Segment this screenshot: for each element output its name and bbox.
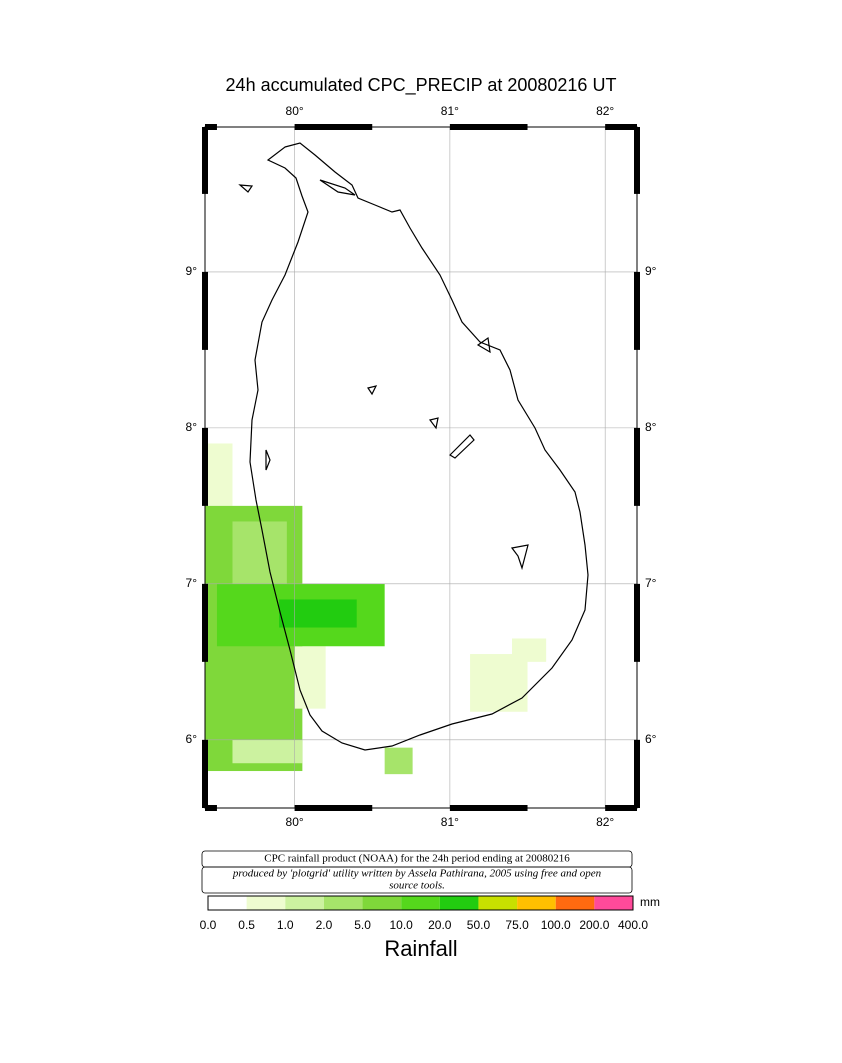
border-bar bbox=[202, 271, 208, 350]
colorbar-tick-label: 10.0 bbox=[390, 918, 414, 932]
rain-cell bbox=[384, 747, 413, 775]
border-bar bbox=[634, 127, 640, 194]
x-tick-label: 80° bbox=[286, 815, 304, 829]
colorbar-tick-label: 2.0 bbox=[316, 918, 333, 932]
y-tick-label: 6° bbox=[186, 732, 198, 746]
border-bar bbox=[294, 124, 373, 130]
colorbar-swatch bbox=[594, 896, 633, 910]
colorbar-swatch bbox=[555, 896, 595, 910]
border-bar bbox=[634, 583, 640, 662]
rain-cell bbox=[294, 646, 326, 709]
colorbar-swatch bbox=[208, 896, 247, 910]
border-bar bbox=[202, 427, 208, 506]
caption-box bbox=[201, 866, 633, 894]
colorbar-tick-label: 400.0 bbox=[618, 918, 648, 932]
colorbar-swatch bbox=[517, 896, 556, 910]
border-bar bbox=[634, 271, 640, 350]
rain-cell bbox=[232, 739, 303, 764]
border-bar bbox=[205, 805, 217, 811]
colorbar-swatch bbox=[246, 896, 286, 910]
y-tick-label: 8° bbox=[645, 420, 657, 434]
y-tick-label: 9° bbox=[645, 264, 657, 278]
border-bar bbox=[449, 805, 528, 811]
caption-line: produced by 'plotgrid' utility written b… bbox=[232, 868, 602, 880]
border-bar bbox=[634, 427, 640, 506]
x-tick-label: 82° bbox=[596, 815, 614, 829]
colorbar-tick-label: 0.5 bbox=[238, 918, 255, 932]
x-tick-label: 80° bbox=[286, 104, 304, 118]
border-bar bbox=[202, 127, 208, 194]
colorbar-tick-label: 20.0 bbox=[428, 918, 452, 932]
colorbar-frame bbox=[207, 895, 634, 911]
border-bar bbox=[294, 805, 373, 811]
colorbar-tick-label: 200.0 bbox=[579, 918, 609, 932]
colorbar-tick-label: 1.0 bbox=[277, 918, 294, 932]
colorbar-tick-label: 50.0 bbox=[467, 918, 491, 932]
colorbar-swatch bbox=[362, 896, 402, 910]
colorbar-tick-label: 0.0 bbox=[200, 918, 217, 932]
colorbar-tick-label: 100.0 bbox=[541, 918, 571, 932]
colorbar-swatch bbox=[323, 896, 363, 910]
border-bar bbox=[202, 583, 208, 662]
rain-cell bbox=[279, 599, 357, 628]
rain-cell bbox=[232, 521, 287, 584]
caption-line: source tools. bbox=[389, 880, 445, 892]
caption-line: CPC rainfall product (NOAA) for the 24h … bbox=[264, 853, 570, 865]
y-tick-label: 7° bbox=[186, 576, 198, 590]
colorbar-swatch bbox=[439, 896, 479, 910]
y-tick-label: 7° bbox=[645, 576, 657, 590]
x-tick-label: 81° bbox=[441, 815, 459, 829]
rain-cell bbox=[470, 654, 528, 712]
colorbar-tick-label: 75.0 bbox=[505, 918, 529, 932]
border-bar bbox=[634, 739, 640, 808]
border-bar bbox=[449, 124, 528, 130]
y-tick-label: 6° bbox=[645, 732, 657, 746]
colorbar-swatch bbox=[401, 896, 440, 910]
x-tick-label: 82° bbox=[596, 104, 614, 118]
coastline bbox=[238, 142, 589, 751]
colorbar-label: Rainfall bbox=[384, 936, 457, 961]
y-tick-label: 9° bbox=[186, 264, 198, 278]
border-bar bbox=[605, 805, 637, 811]
border-bar bbox=[605, 124, 637, 130]
rain-cell bbox=[511, 638, 547, 662]
colorbar-swatch bbox=[478, 896, 518, 910]
x-tick-label: 81° bbox=[441, 104, 459, 118]
y-tick-label: 8° bbox=[186, 420, 198, 434]
rain-cell bbox=[205, 443, 233, 506]
colorbar-swatch bbox=[285, 896, 324, 910]
border-bar bbox=[205, 124, 217, 130]
border-bar bbox=[202, 739, 208, 808]
map-title: 24h accumulated CPC_PRECIP at 20080216 U… bbox=[226, 75, 617, 96]
colorbar-unit: mm bbox=[640, 895, 660, 909]
colorbar-tick-label: 5.0 bbox=[354, 918, 371, 932]
